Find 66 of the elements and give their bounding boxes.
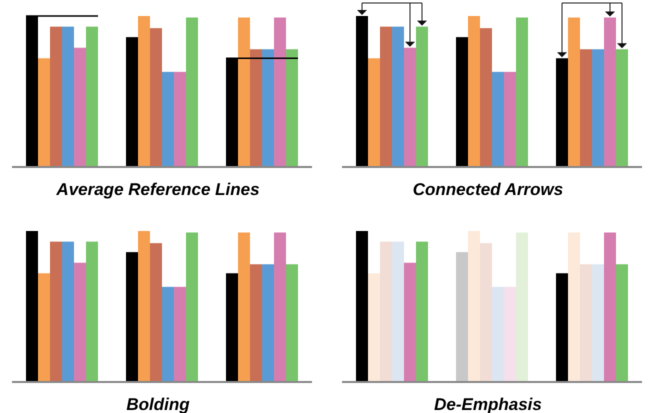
bar: [62, 26, 74, 167]
bar: [74, 48, 86, 167]
bar: [250, 49, 262, 167]
bar: [568, 232, 580, 382]
bar: [592, 264, 604, 382]
bar: [126, 37, 138, 167]
bar: [38, 273, 50, 382]
bar: [150, 243, 162, 382]
bar: [262, 49, 274, 167]
bar: [556, 273, 568, 382]
bar: [580, 264, 592, 382]
bar: [416, 242, 428, 382]
bar: [150, 28, 162, 167]
bar: [368, 273, 380, 382]
bar: [568, 18, 580, 167]
bar: [262, 264, 274, 382]
bar: [580, 49, 592, 167]
bar: [186, 232, 198, 382]
bar: [238, 232, 250, 382]
bar: [138, 16, 150, 167]
bar: [380, 26, 392, 167]
bar: [162, 286, 174, 382]
bar: [516, 18, 528, 167]
bar: [504, 72, 516, 167]
bar: [50, 242, 62, 382]
bar: [456, 37, 468, 167]
bar: [162, 72, 174, 167]
bar: [380, 242, 392, 382]
bar: [504, 286, 516, 382]
bar: [456, 252, 468, 382]
bar: [492, 286, 504, 382]
bar: [516, 232, 528, 382]
bar: [480, 243, 492, 382]
bar: [26, 231, 38, 382]
bar: [368, 58, 380, 167]
bar: [174, 72, 186, 167]
bar: [392, 242, 404, 382]
bar: [126, 252, 138, 382]
bar: [274, 18, 286, 167]
bar: [480, 28, 492, 167]
bar: [616, 264, 628, 382]
bar: [286, 264, 298, 382]
text: Connected Arrows: [412, 180, 564, 200]
bar: [186, 18, 198, 167]
bar: [468, 231, 480, 382]
bar: [404, 262, 416, 382]
bar: [38, 58, 50, 167]
bar: [274, 232, 286, 382]
bar: [592, 49, 604, 167]
bar: [86, 242, 98, 382]
bar: [174, 286, 186, 382]
bar: [226, 273, 238, 382]
bar: [250, 264, 262, 382]
bar: [492, 72, 504, 167]
bar: [50, 26, 62, 167]
bar: [238, 18, 250, 167]
bar: [62, 242, 74, 382]
bar: [74, 262, 86, 382]
bar: [138, 231, 150, 382]
bar: [86, 26, 98, 167]
bar: [286, 49, 298, 167]
bar: [356, 231, 368, 382]
text: Average Reference Lines: [55, 180, 261, 200]
bar: [468, 16, 480, 167]
bar: [392, 26, 404, 167]
bar: [604, 232, 616, 382]
